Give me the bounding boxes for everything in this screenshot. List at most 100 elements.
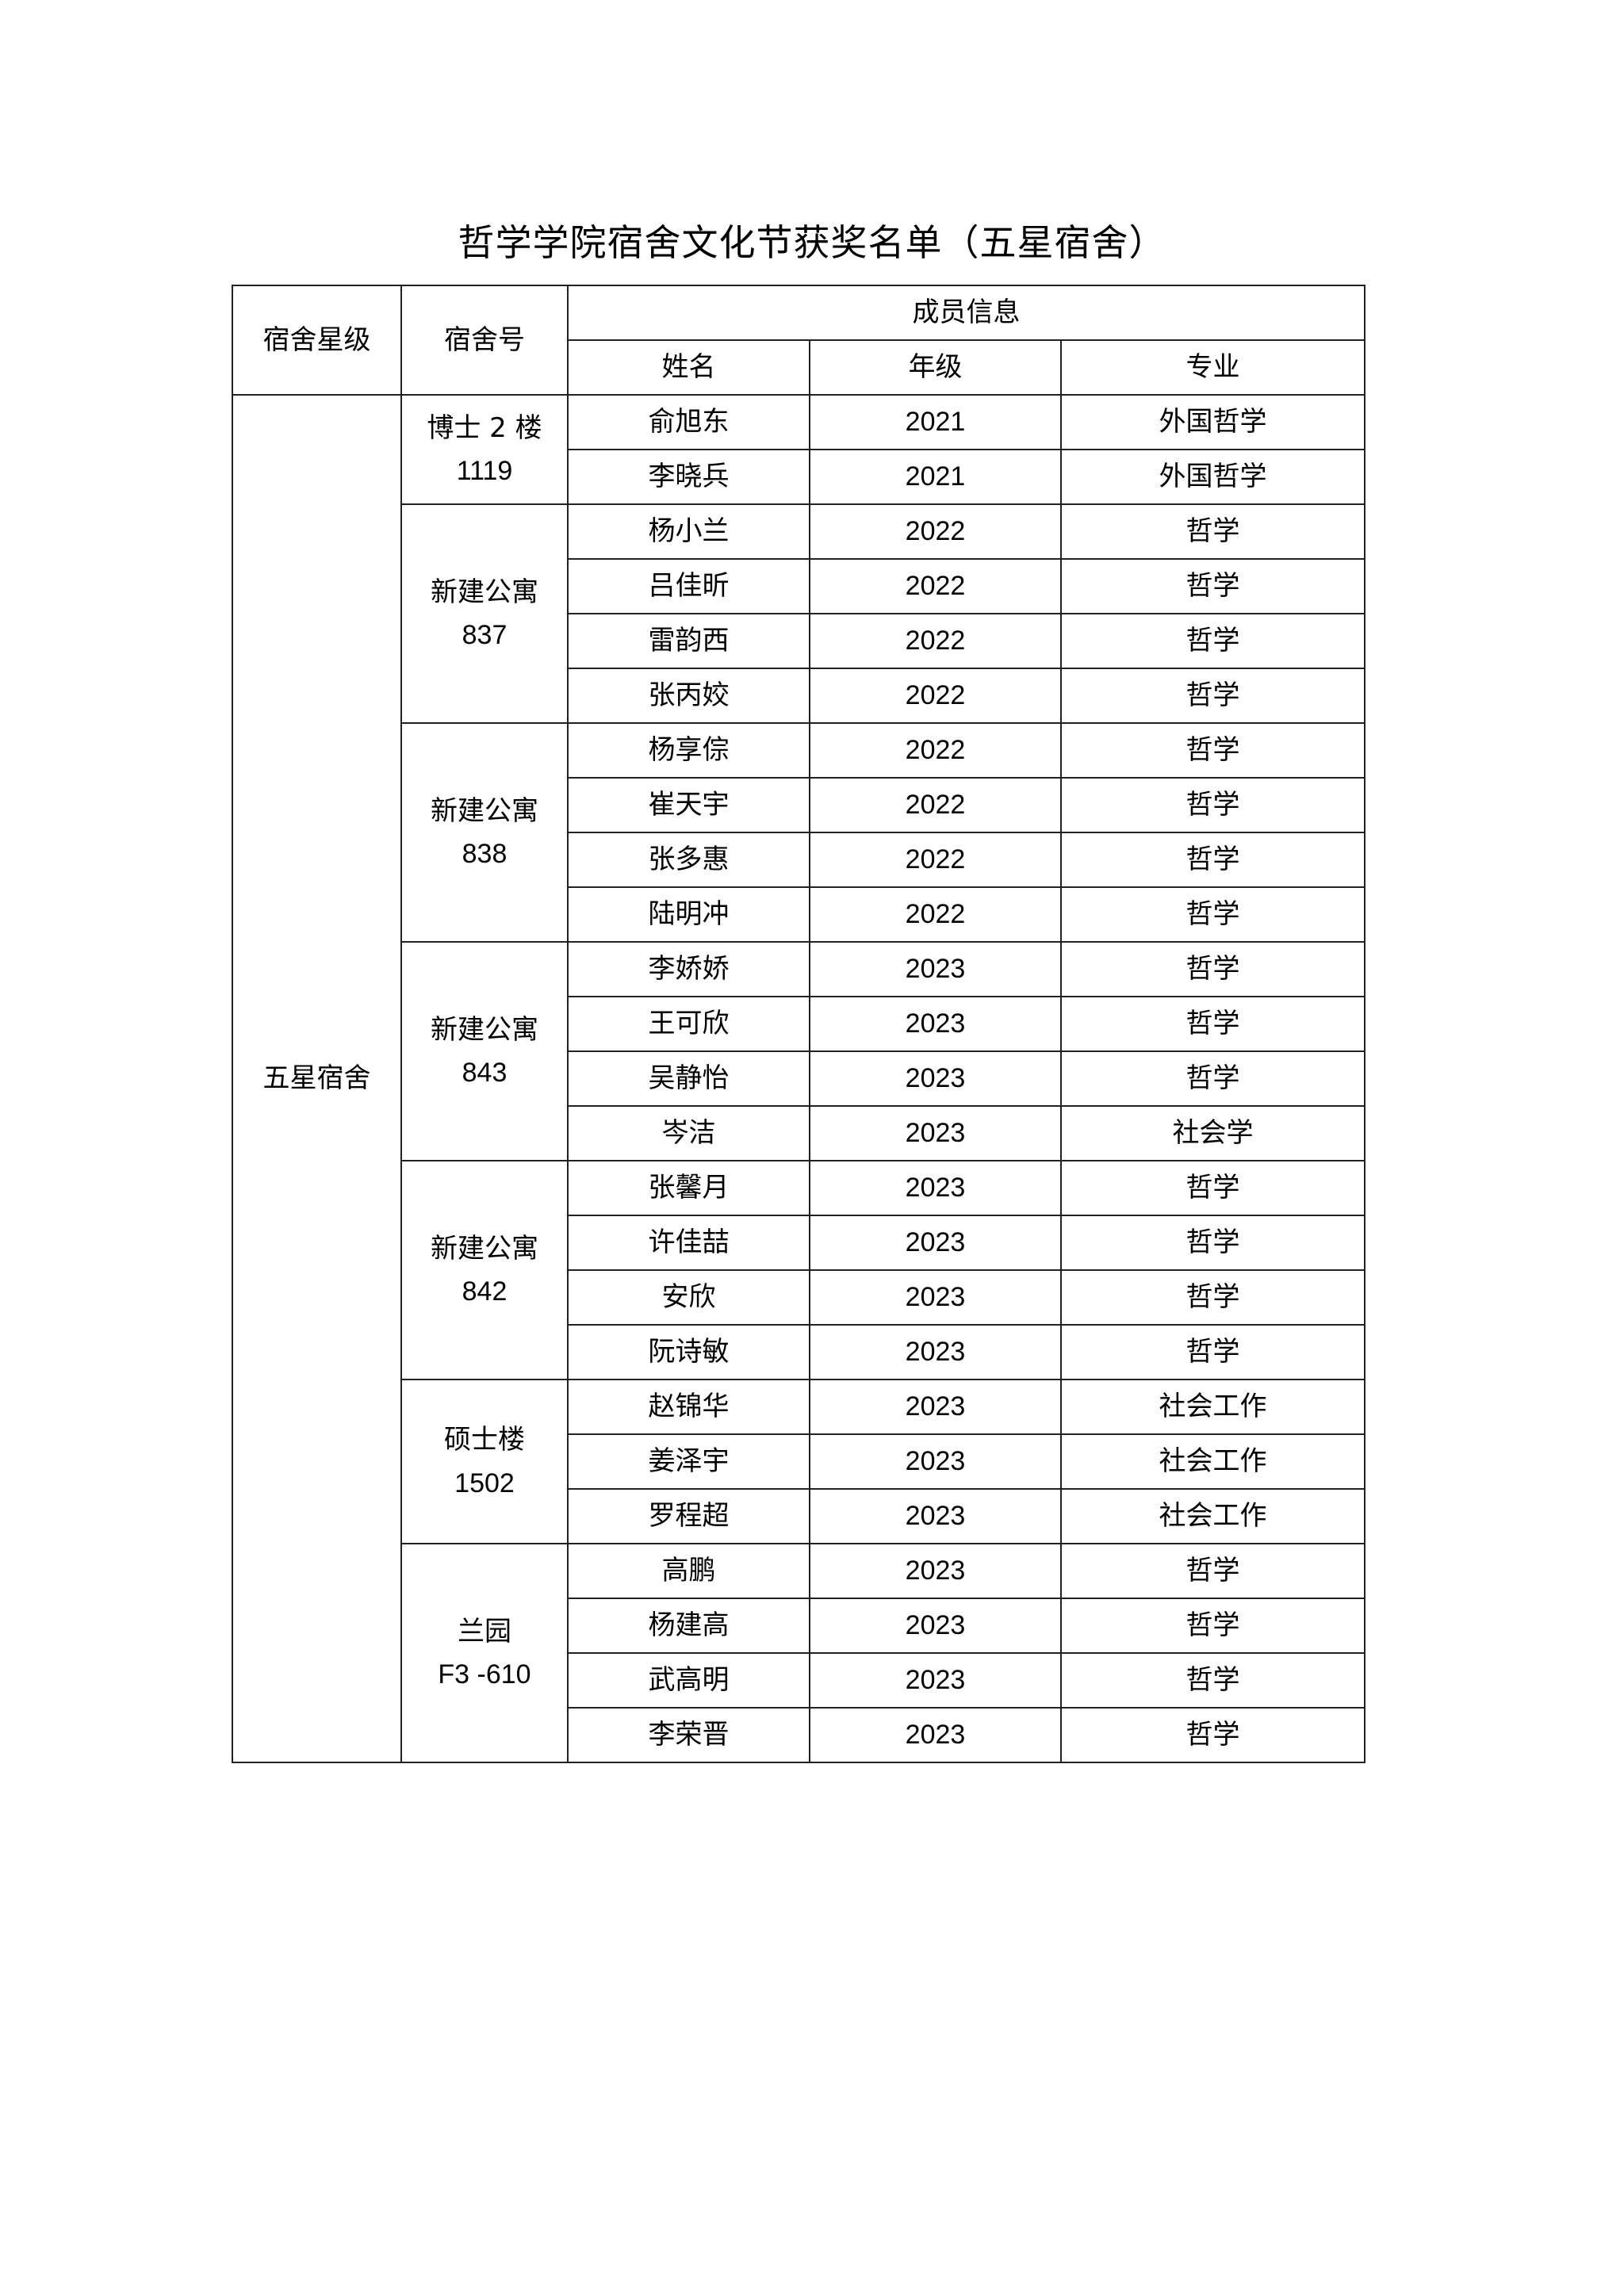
table-row: 许佳喆 2023 哲学 xyxy=(232,1215,1365,1271)
room-cell: 博士 2 楼 1119 xyxy=(400,394,569,505)
table-row: 安欣 2023 哲学 xyxy=(232,1269,1365,1326)
table-row: 阮诗敏 2023 哲学 xyxy=(232,1324,1365,1380)
member-major: 哲学 xyxy=(1060,722,1365,779)
member-name: 李娇娇 xyxy=(567,941,810,997)
member-grade: 2023 xyxy=(809,1324,1062,1380)
room-building: 博士 2 楼 xyxy=(427,411,542,444)
member-grade: 2023 xyxy=(809,1160,1062,1216)
member-major: 哲学 xyxy=(1060,558,1365,614)
member-major: 哲学 xyxy=(1060,503,1365,560)
member-major: 哲学 xyxy=(1060,1652,1365,1709)
member-grade: 2022 xyxy=(809,777,1062,833)
member-major: 外国哲学 xyxy=(1060,449,1365,505)
room-number: 1119 xyxy=(456,456,513,486)
header-grade: 年级 xyxy=(809,339,1062,396)
member-name: 武高明 xyxy=(567,1652,810,1709)
member-major: 哲学 xyxy=(1060,832,1365,888)
member-grade: 2022 xyxy=(809,558,1062,614)
member-major: 社会工作 xyxy=(1060,1379,1365,1435)
room-building: 兰园 xyxy=(458,1615,511,1647)
member-name: 俞旭东 xyxy=(567,394,810,450)
table-row: 杨建高 2023 哲学 xyxy=(232,1598,1365,1654)
member-grade: 2023 xyxy=(809,1433,1062,1490)
page-title: 哲学学院宿舍文化节获奖名单（五星宿舍） xyxy=(458,221,1166,264)
member-major: 哲学 xyxy=(1060,886,1365,943)
member-name: 李晓兵 xyxy=(567,449,810,505)
member-name: 杨小兰 xyxy=(567,503,810,560)
member-major: 哲学 xyxy=(1060,1050,1365,1107)
table-row: 兰园 F3 -610 高鹏 2023 哲学 xyxy=(232,1543,1365,1763)
member-name: 安欣 xyxy=(567,1269,810,1326)
member-grade: 2023 xyxy=(809,1050,1062,1107)
table-row: 武高明 2023 哲学 xyxy=(232,1652,1365,1709)
table-row: 崔天宇 2022 哲学 xyxy=(232,777,1365,833)
member-name: 张丙姣 xyxy=(567,668,810,724)
member-name: 张多惠 xyxy=(567,832,810,888)
room-building: 新建公寓 xyxy=(431,1232,538,1265)
member-name: 岑洁 xyxy=(567,1105,810,1161)
member-name: 王可欣 xyxy=(567,996,810,1052)
member-grade: 2023 xyxy=(809,1488,1062,1544)
room-number: 1502 xyxy=(454,1468,515,1498)
table-row: 罗程超 2023 社会工作 xyxy=(232,1488,1365,1544)
member-major: 哲学 xyxy=(1060,1324,1365,1380)
member-grade: 2022 xyxy=(809,832,1062,888)
member-grade: 2023 xyxy=(809,996,1062,1052)
member-name: 许佳喆 xyxy=(567,1215,810,1271)
member-major: 哲学 xyxy=(1060,1160,1365,1216)
member-grade: 2021 xyxy=(809,394,1062,450)
member-name: 吕佳昕 xyxy=(567,558,810,614)
room-cell: 新建公寓 843 xyxy=(400,941,569,1161)
header-star-level: 宿舍星级 xyxy=(232,285,402,396)
table-row: 姜泽宇 2023 社会工作 xyxy=(232,1433,1365,1490)
member-grade: 2023 xyxy=(809,1215,1062,1271)
member-name: 崔天宇 xyxy=(567,777,810,833)
table-row: 新建公寓 837 杨小兰 2022 哲学 xyxy=(232,503,1365,724)
member-major: 社会学 xyxy=(1060,1105,1365,1161)
room-cell: 兰园 F3 -610 xyxy=(400,1543,569,1763)
member-major: 哲学 xyxy=(1060,1215,1365,1271)
member-major: 哲学 xyxy=(1060,996,1365,1052)
room-number: F3 -610 xyxy=(438,1659,531,1689)
table-row: 吴静怡 2023 哲学 xyxy=(232,1050,1365,1107)
member-grade: 2022 xyxy=(809,722,1062,779)
header-major: 专业 xyxy=(1060,339,1365,396)
table-row: 王可欣 2023 哲学 xyxy=(232,996,1365,1052)
table-row: 新建公寓 843 李娇娇 2023 哲学 xyxy=(232,941,1365,1161)
member-grade: 2023 xyxy=(809,1379,1062,1435)
room-building: 新建公寓 xyxy=(431,794,538,827)
member-grade: 2023 xyxy=(809,941,1062,997)
table-row: 李晓兵 2021 外国哲学 xyxy=(232,449,1365,505)
member-major: 哲学 xyxy=(1060,613,1365,669)
member-grade: 2021 xyxy=(809,449,1062,505)
table-row: 雷韵西 2022 哲学 xyxy=(232,613,1365,669)
award-table: 宿舍星级 宿舍号 成员信息 姓名 年级 专业 五星宿舍 博士 2 楼 1119 俞旭东… xyxy=(232,285,1365,1763)
table-row: 李荣晋 2023 哲学 xyxy=(232,1707,1365,1763)
member-grade: 2022 xyxy=(809,613,1062,669)
table-row: 吕佳昕 2022 哲学 xyxy=(232,558,1365,614)
member-grade: 2023 xyxy=(809,1707,1062,1763)
room-cell: 新建公寓 838 xyxy=(400,722,569,943)
member-major: 哲学 xyxy=(1060,1269,1365,1326)
member-grade: 2023 xyxy=(809,1652,1062,1709)
member-major: 哲学 xyxy=(1060,1598,1365,1654)
member-name: 吴静怡 xyxy=(567,1050,810,1107)
member-major: 社会工作 xyxy=(1060,1433,1365,1490)
header-room: 宿舍号 xyxy=(400,285,569,396)
header-name: 姓名 xyxy=(567,339,810,396)
room-number: 837 xyxy=(462,620,508,650)
room-cell: 新建公寓 842 xyxy=(400,1160,569,1380)
member-name: 李荣晋 xyxy=(567,1707,810,1763)
member-name: 杨享倧 xyxy=(567,722,810,779)
table-row: 岑洁 2023 社会学 xyxy=(232,1105,1365,1161)
member-major: 哲学 xyxy=(1060,1707,1365,1763)
header-members: 成员信息 xyxy=(567,285,1365,341)
table-row: 陆明冲 2022 哲学 xyxy=(232,886,1365,943)
room-building: 硕士楼 xyxy=(444,1424,525,1456)
member-grade: 2023 xyxy=(809,1105,1062,1161)
member-name: 陆明冲 xyxy=(567,886,810,943)
member-major: 哲学 xyxy=(1060,668,1365,724)
member-name: 姜泽宇 xyxy=(567,1433,810,1490)
member-grade: 2022 xyxy=(809,503,1062,560)
table-row: 张多惠 2022 哲学 xyxy=(232,832,1365,888)
